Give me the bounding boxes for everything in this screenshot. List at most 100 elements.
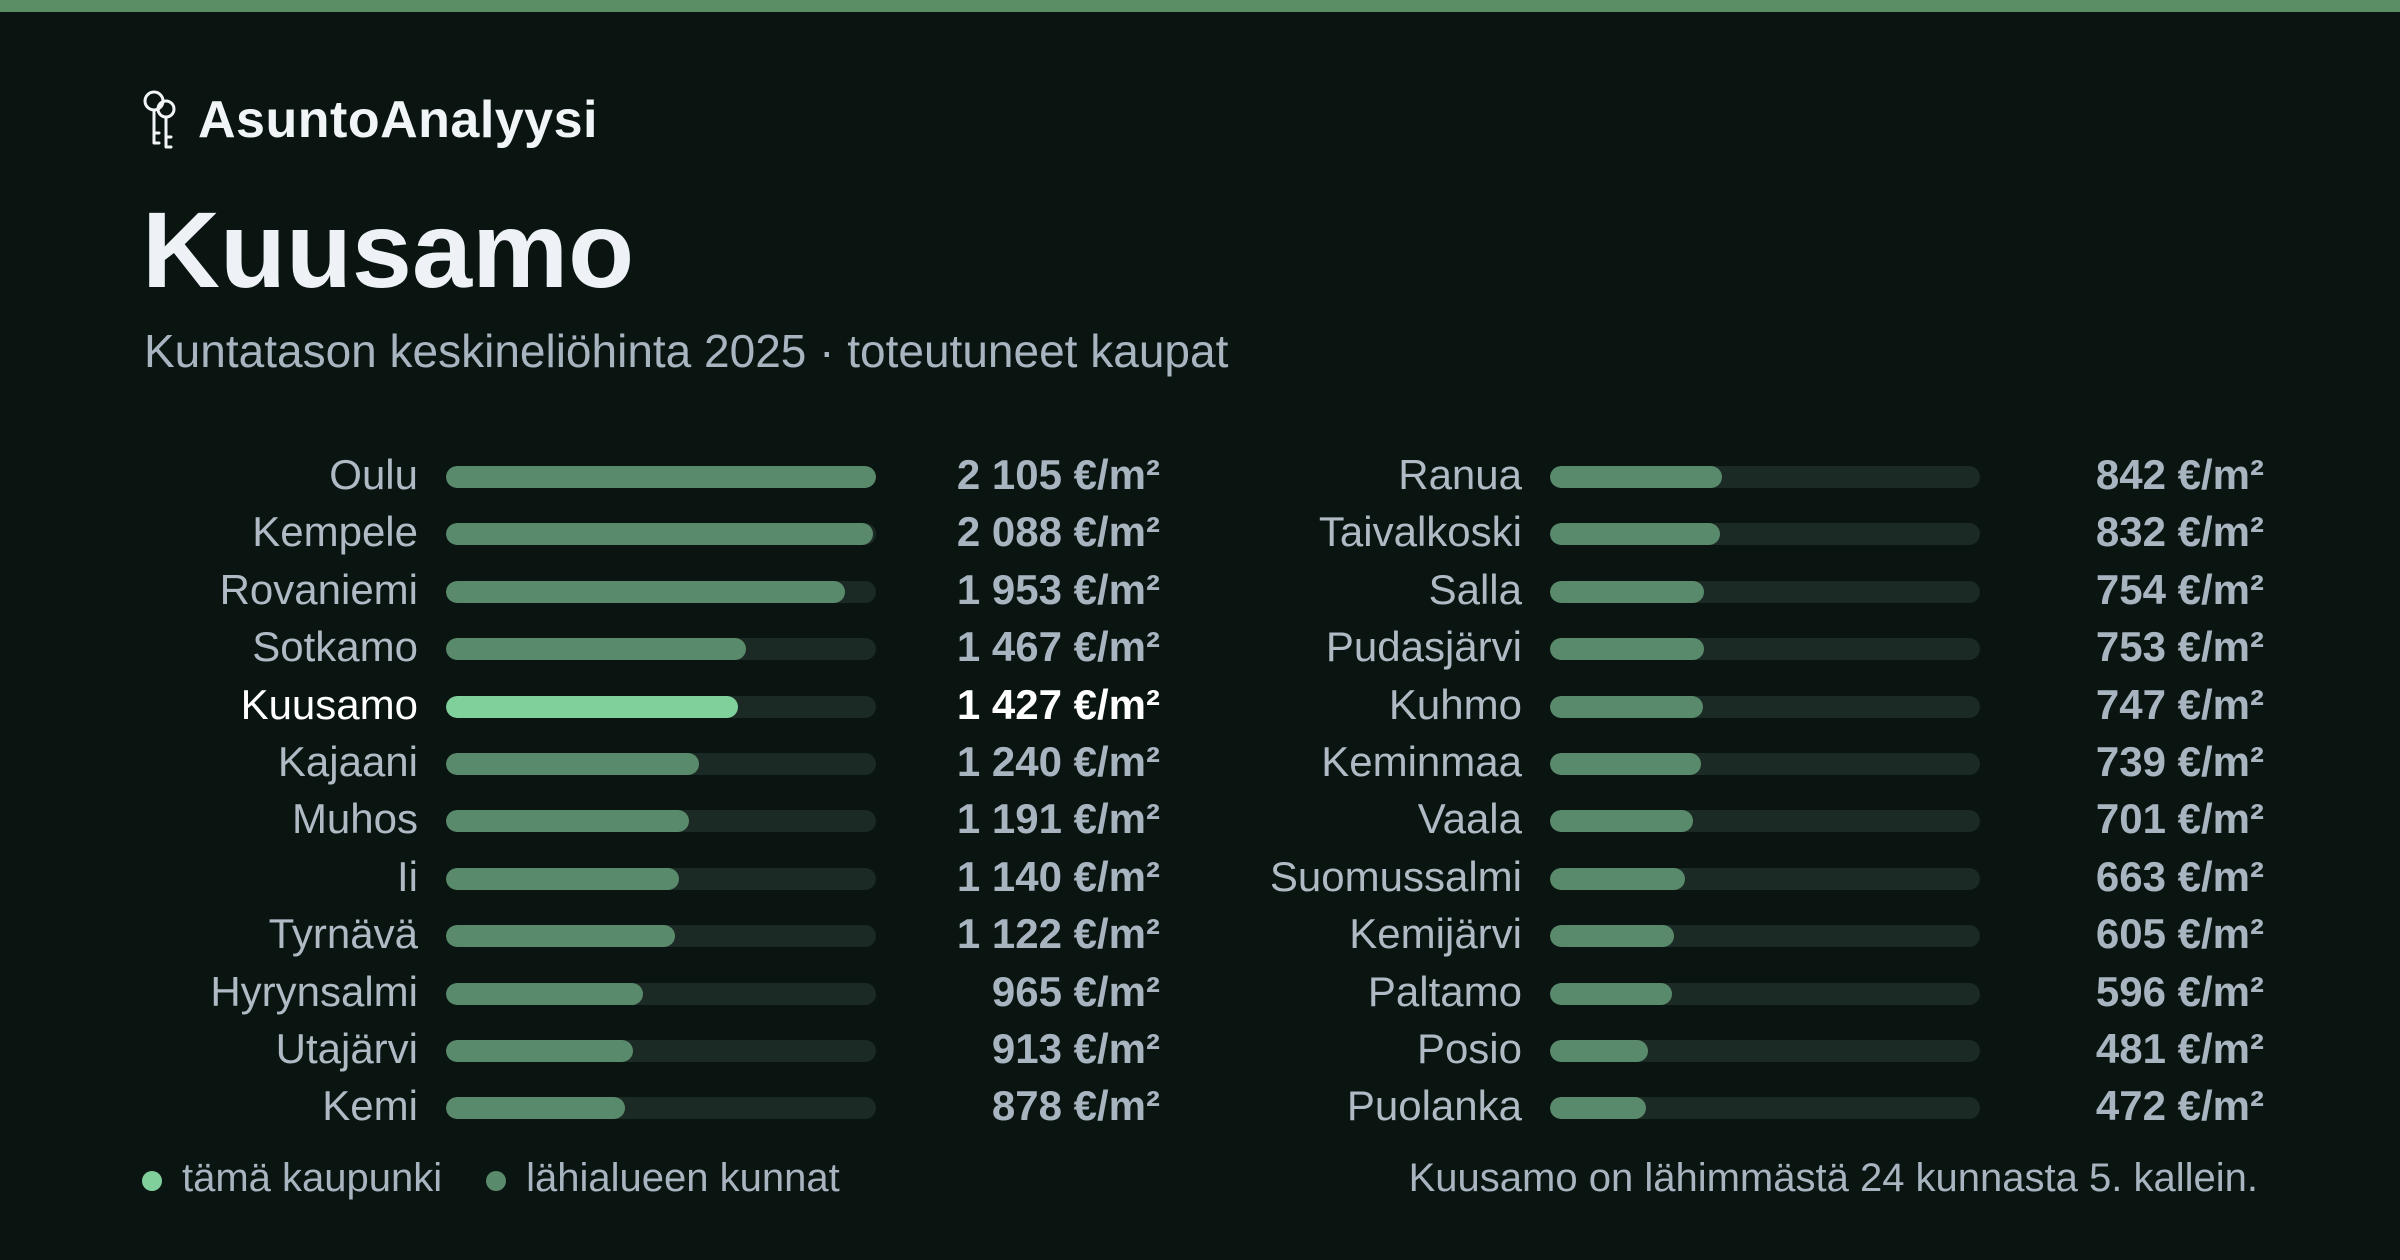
bar-label: Muhos xyxy=(291,795,418,843)
bar-label: Kemi xyxy=(322,1082,418,1130)
bar-value-label: 832 €/m² xyxy=(2095,508,2264,556)
bar-row: Kemi 878 €/m² xyxy=(140,1077,1160,1134)
bar-label: Taivalkoski xyxy=(1318,508,1522,556)
brand: AsuntoAnalyysi xyxy=(140,88,598,152)
bar-value-label: 472 €/m² xyxy=(2095,1082,2264,1130)
bar-fill xyxy=(446,925,675,948)
bar-track xyxy=(1550,867,1980,890)
keys-icon xyxy=(143,90,176,149)
brand-name: AsuntoAnalyysi xyxy=(198,91,598,149)
bar-value-label: 2 088 €/m² xyxy=(956,508,1160,556)
bar-label: Kuusamo xyxy=(240,680,418,728)
bar-row: Muhos 1 191 €/m² xyxy=(140,790,1160,847)
bar-row: Oulu 2 105 €/m² xyxy=(140,446,1160,503)
bar-label: Vaala xyxy=(1417,795,1522,843)
bar-value-label: 747 €/m² xyxy=(2095,680,2264,728)
bar-track xyxy=(1550,695,1980,718)
bar-track xyxy=(446,982,876,1005)
bar-track xyxy=(1550,810,1980,833)
legend-item-current: tämä kaupunki xyxy=(142,1156,442,1201)
bar-fill xyxy=(1550,810,1693,833)
bar-value-label: 1 467 €/m² xyxy=(956,623,1160,671)
bar-track xyxy=(1550,1097,1980,1120)
bar-label: Posio xyxy=(1416,1024,1522,1072)
page-subtitle: Kuntatason keskineliöhinta 2025 · toteut… xyxy=(144,325,1229,377)
bar-label: Salla xyxy=(1428,565,1522,613)
bar-row: Ii 1 140 €/m² xyxy=(140,848,1160,905)
bar-fill xyxy=(446,1039,633,1062)
bar-track xyxy=(1550,466,1980,488)
bar-label: Kuhmo xyxy=(1388,680,1522,728)
bar-track xyxy=(1550,982,1980,1005)
bar-track xyxy=(446,466,876,488)
bar-fill xyxy=(1550,580,1704,603)
bar-label: Kempele xyxy=(252,508,418,556)
bar-row: Utajärvi 913 €/m² xyxy=(140,1020,1160,1077)
bar-fill xyxy=(446,752,699,775)
chart-column-right: Ranua 842 €/m² Taivalkoski 832 €/m² Salla 754… xyxy=(1244,446,2264,1135)
bar-row: Salla 754 €/m² xyxy=(1244,561,2264,618)
bar-value-label: 1 240 €/m² xyxy=(956,737,1160,785)
bar-fill xyxy=(1550,867,1685,890)
bar-track xyxy=(446,1097,876,1120)
bar-fill xyxy=(1550,925,1674,948)
bar-value-label: 1 122 €/m² xyxy=(956,910,1160,958)
bar-row: Keminmaa 739 €/m² xyxy=(1244,733,2264,790)
bar-label: Pudasjärvi xyxy=(1325,623,1522,671)
bar-fill xyxy=(446,1097,625,1120)
bar-label: Hyrynsalmi xyxy=(210,967,418,1015)
bar-value-label: 701 €/m² xyxy=(2095,795,2264,843)
bar-track xyxy=(446,752,876,775)
bar-row: Ranua 842 €/m² xyxy=(1244,446,2264,503)
bar-fill xyxy=(1550,466,1722,488)
bar-row: Kuhmo 747 €/m² xyxy=(1244,676,2264,733)
bar-value-label: 1 191 €/m² xyxy=(956,795,1160,843)
bar-value-label: 1 953 €/m² xyxy=(956,565,1160,613)
bar-value-label: 878 €/m² xyxy=(991,1082,1160,1130)
bar-track xyxy=(446,810,876,833)
legend-item-others: lähialueen kunnat xyxy=(486,1156,840,1201)
bar-label: Puolanka xyxy=(1346,1082,1522,1130)
legend-dot-others xyxy=(486,1171,507,1191)
bar-track xyxy=(1550,925,1980,948)
bar-fill xyxy=(1550,523,1720,546)
bar-value-label: 842 €/m² xyxy=(2095,451,2264,498)
bar-track xyxy=(446,638,876,661)
bar-row: Kempele 2 088 €/m² xyxy=(140,503,1160,560)
bar-value-label: 754 €/m² xyxy=(2095,565,2264,613)
bar-label: Sotkamo xyxy=(252,623,418,671)
bar-label: Rovaniemi xyxy=(219,565,418,613)
legend-label-others: lähialueen kunnat xyxy=(526,1155,840,1200)
bar-track xyxy=(1550,523,1980,546)
bar-fill xyxy=(446,466,876,488)
bar-track xyxy=(446,925,876,948)
bar-fill xyxy=(1550,1039,1648,1062)
bar-label: Kajaani xyxy=(277,737,418,785)
bar-row: Hyrynsalmi 965 €/m² xyxy=(140,963,1160,1020)
bar-row: Taivalkoski 832 €/m² xyxy=(1244,503,2264,560)
bar-track xyxy=(446,523,876,546)
bar-value-label: 965 €/m² xyxy=(991,967,1160,1015)
bar-label: Kemijärvi xyxy=(1349,910,1522,958)
bar-row: Rovaniemi 1 953 €/m² xyxy=(140,561,1160,618)
bar-fill xyxy=(1550,982,1672,1005)
bar-fill xyxy=(446,982,643,1005)
legend: tämä kaupunki lähialueen kunnat xyxy=(142,1152,884,1204)
bar-fill xyxy=(446,638,746,661)
bar-fill xyxy=(1550,695,1703,718)
bar-label: Tyrnävä xyxy=(268,910,418,958)
bar-row: Tyrnävä 1 122 €/m² xyxy=(140,905,1160,962)
bar-row: Suomussalmi 663 €/m² xyxy=(1244,848,2264,905)
bar-value-label: 605 €/m² xyxy=(2095,910,2264,958)
bar-track xyxy=(1550,638,1980,661)
bar-value-label: 596 €/m² xyxy=(2095,967,2264,1015)
bar-label: Ii xyxy=(397,852,418,900)
bar-row: Paltamo 596 €/m² xyxy=(1244,963,2264,1020)
bar-fill xyxy=(446,867,679,890)
bar-fill xyxy=(1550,638,1704,661)
page-title: Kuusamo xyxy=(142,189,635,310)
bar-track xyxy=(1550,752,1980,775)
bar-label: Utajärvi xyxy=(275,1024,418,1072)
bar-label: Keminmaa xyxy=(1321,737,1522,785)
bar-value-label: 913 €/m² xyxy=(991,1024,1160,1072)
